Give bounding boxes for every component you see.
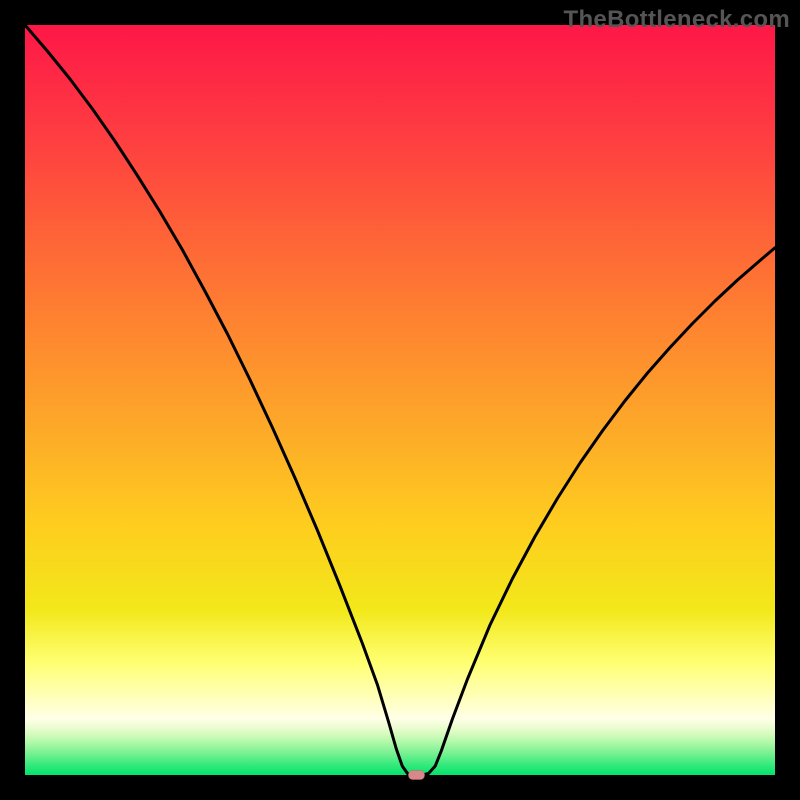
plot-background (25, 25, 775, 775)
chart-container: TheBottleneck.com (0, 0, 800, 800)
bottleneck-minimum-marker (409, 771, 425, 780)
watermark-label: TheBottleneck.com (564, 6, 790, 34)
bottleneck-chart (0, 0, 800, 800)
